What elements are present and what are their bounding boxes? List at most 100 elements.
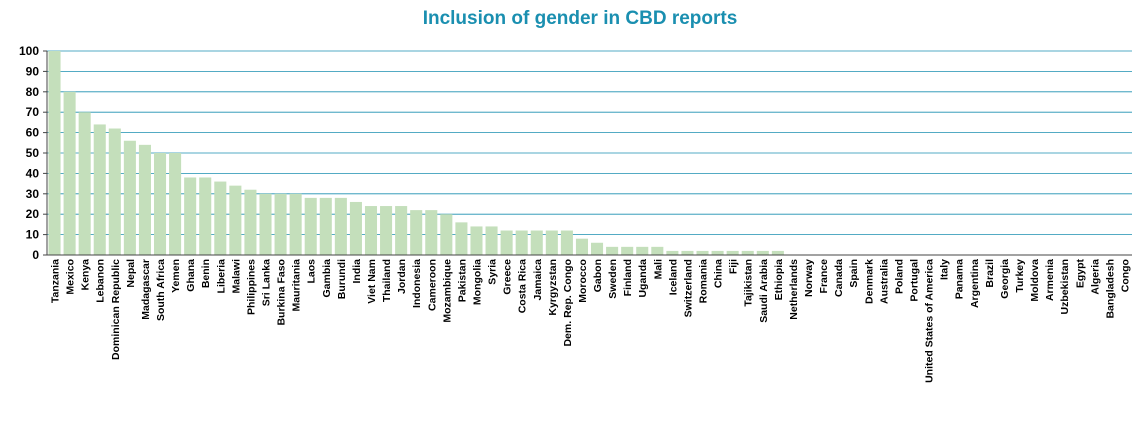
- x-tick-label: Mali: [652, 259, 664, 280]
- bar: [229, 185, 242, 255]
- x-tick-label: Brazil: [984, 259, 996, 288]
- x-tick-label: Saudi Arabia: [758, 259, 770, 323]
- x-tick-label: Tanzania: [50, 259, 62, 303]
- x-tick-label: Jordan: [396, 259, 408, 294]
- x-tick-label: Pakistan: [456, 259, 468, 302]
- bar: [530, 230, 543, 255]
- bar: [425, 210, 438, 255]
- bar: [108, 128, 121, 255]
- x-tick-label: Spain: [848, 259, 860, 288]
- bar: [410, 210, 423, 255]
- y-tick-label: 30: [26, 187, 40, 201]
- x-tick-label: Finland: [622, 259, 634, 296]
- bar: [380, 206, 393, 255]
- gridlines: [47, 50, 1132, 236]
- bar: [696, 250, 709, 255]
- bar: [48, 51, 61, 255]
- bar: [711, 250, 724, 255]
- bar: [93, 124, 106, 255]
- x-tick-label: Cameroon: [426, 259, 438, 311]
- x-tick-label: Uganda: [637, 259, 649, 298]
- chart-title: Inclusion of gender in CBD reports: [423, 8, 738, 29]
- x-tick-label: Egypt: [1074, 259, 1086, 289]
- bar: [560, 230, 573, 255]
- x-tick-label: Laos: [306, 259, 318, 284]
- bar: [364, 206, 378, 255]
- x-tick-label: Georgia: [999, 259, 1011, 299]
- x-tick-label: Canada: [833, 259, 845, 297]
- bar: [319, 197, 332, 255]
- bar: [440, 214, 453, 255]
- x-tick-label: Mexico: [65, 259, 77, 295]
- x-tick-label: Sweden: [607, 259, 619, 299]
- bar: [741, 250, 754, 255]
- x-tick-label: Denmark: [863, 259, 875, 304]
- x-tick-label: Argentina: [969, 259, 981, 308]
- x-tick-label: Fiji: [728, 259, 740, 274]
- x-tick-label: Turkey: [1014, 259, 1026, 293]
- x-tick-label: Switzerland: [682, 259, 694, 317]
- x-tick-label: United States of America: [924, 259, 936, 383]
- bar: [621, 246, 634, 255]
- x-tick-label: Moldova: [1029, 259, 1041, 302]
- x-tick-label: Armenia: [1044, 259, 1056, 301]
- x-tick-label: Panama: [954, 259, 966, 299]
- y-tick-label: 100: [19, 44, 39, 58]
- bar: [636, 246, 649, 255]
- x-tick-label: Morocco: [577, 259, 589, 303]
- y-tick-label: 10: [26, 228, 40, 242]
- y-tick-label: 50: [26, 146, 40, 160]
- bar: [756, 250, 769, 255]
- x-tick-label: Sri Lanka: [261, 259, 273, 306]
- bar: [470, 226, 483, 255]
- x-tick-label: China: [713, 259, 725, 288]
- bar: [274, 193, 287, 255]
- bar: [123, 140, 136, 255]
- x-tick-label: Netherlands: [788, 259, 800, 320]
- y-axis: 0 10 20 30 40 50 60 70 80 90 100: [19, 44, 48, 262]
- x-tick-label: Ghana: [185, 259, 197, 292]
- x-tick-label: Malawi: [230, 259, 242, 294]
- x-tick-label: Burkina Faso: [276, 259, 288, 326]
- x-tick-label: Kenya: [80, 259, 92, 291]
- x-tick-label: Congo: [1119, 259, 1131, 292]
- bars: [48, 51, 784, 255]
- bar: [575, 238, 588, 255]
- x-tick-label: Bangladesh: [1104, 259, 1116, 319]
- x-tick-label: Poland: [893, 259, 905, 294]
- bar: [63, 91, 76, 255]
- x-tick-label: Tajikistan: [743, 259, 755, 307]
- x-tick-label: Mozambique: [441, 259, 453, 323]
- x-tick-label: Portugal: [908, 259, 920, 302]
- bar: [199, 177, 212, 255]
- x-tick-label: France: [818, 259, 830, 294]
- x-tick-label: Philippines: [245, 259, 257, 315]
- x-tick-label: Algeria: [1089, 259, 1101, 295]
- bar: [591, 242, 604, 255]
- bar: [485, 226, 498, 255]
- bar: [214, 181, 227, 255]
- x-tick-label: Norway: [803, 259, 815, 297]
- x-tick-label: Jamaica: [532, 259, 544, 301]
- x-tick-label: Syria: [487, 259, 499, 285]
- bar: [606, 246, 619, 255]
- bar: [666, 250, 679, 255]
- x-tick-label: Dem. Rep. Congo: [562, 259, 574, 347]
- x-axis: Tanzania Mexico Kenya Lebanon Dominican Repu…: [47, 254, 1132, 383]
- y-tick-label: 40: [26, 166, 40, 180]
- y-tick-label: 20: [26, 207, 40, 221]
- x-tick-label: Lebanon: [95, 259, 107, 303]
- y-tick-label: 0: [32, 248, 39, 262]
- bar: [349, 201, 362, 255]
- bar: [169, 153, 182, 255]
- bar: [184, 177, 197, 255]
- bar: [515, 230, 528, 255]
- y-tick-label: 90: [26, 64, 40, 78]
- x-tick-label: Mauritania: [291, 259, 303, 312]
- bar: [545, 230, 558, 255]
- x-tick-label: Madagascar: [140, 259, 152, 320]
- x-tick-label: Costa Rica: [517, 259, 529, 313]
- x-tick-label: Uzbekistan: [1059, 259, 1071, 314]
- x-tick-label: Mongolia: [471, 259, 483, 305]
